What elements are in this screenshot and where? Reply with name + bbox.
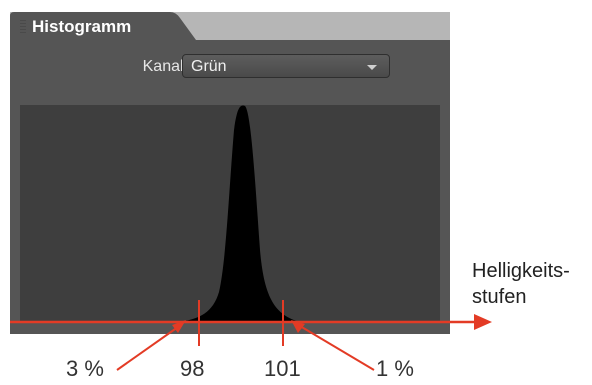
channel-select-value: Grün	[191, 58, 227, 75]
arrow-right-icon	[474, 314, 492, 330]
pointer-right-line	[299, 325, 375, 371]
pointer-left-line	[116, 326, 179, 371]
right-value-label: 101	[264, 356, 301, 381]
channel-label: Kanal:	[142, 58, 188, 75]
axis-label: Helligkeits- stufen	[472, 258, 570, 310]
dropdown-chevron-icon	[367, 65, 377, 70]
pointer-right-head	[291, 320, 305, 333]
channel-select[interactable]: Grün	[182, 54, 390, 78]
tab-histogramm[interactable]: Histogramm	[10, 12, 198, 40]
left-value-label: 98	[180, 356, 205, 381]
histogram-peak	[176, 105, 300, 322]
axis-label-line2: stufen	[472, 286, 527, 308]
left-percent-label: 3 %	[66, 356, 104, 381]
pointer-left-head	[172, 320, 186, 333]
right-percent-label: 1 %	[376, 356, 414, 381]
panel-grip-icon[interactable]	[20, 20, 26, 34]
tab-shape	[10, 12, 196, 40]
tab-title: Histogramm	[32, 17, 132, 36]
axis-label-line1: Helligkeits-	[472, 260, 570, 282]
panel-tabbar: Histogramm	[10, 12, 450, 40]
